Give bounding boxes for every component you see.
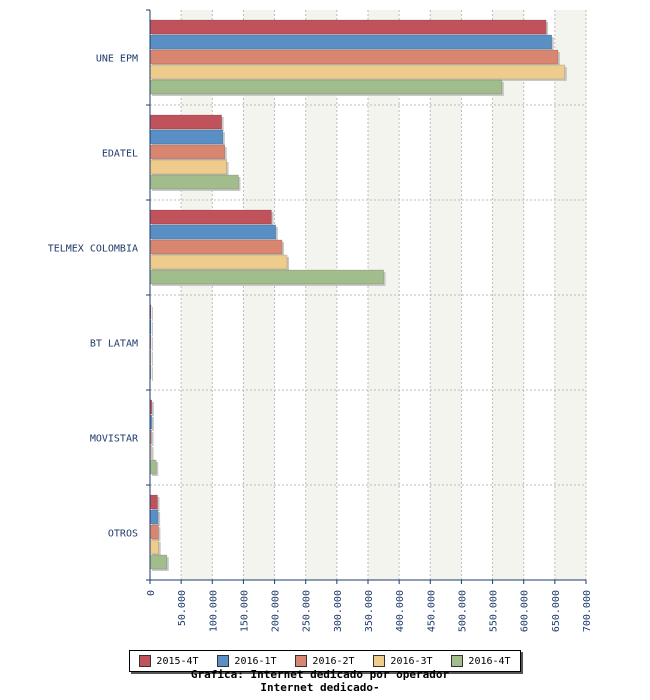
- legend-label: 2016-2T: [312, 655, 355, 667]
- category-labels: UNE EPM EDATEL TELMEX COLOMBIA BT LATAM MOVI…: [48, 54, 139, 540]
- bar-2016-3T-edatel: [149, 159, 227, 175]
- bar-2016-4T-une-epm: [149, 79, 503, 95]
- category-label: EDATEL: [102, 149, 138, 160]
- x-tick-label: 300.000: [333, 590, 344, 632]
- x-tick-label: 550.000: [489, 590, 500, 632]
- bar-shadow: [152, 322, 153, 336]
- category-label: UNE EPM: [96, 54, 138, 65]
- legend: 2015-4T 2016-1T 2016-2T 2016-3T 2016-4T: [129, 650, 521, 672]
- bars: [149, 19, 567, 571]
- bar-2016-1T-une-epm: [149, 34, 552, 50]
- bar-2016-2T-otros: [149, 524, 159, 540]
- category-label: MOVISTAR: [90, 434, 139, 445]
- x-tick-label: 650.000: [551, 590, 562, 632]
- legend-item: 2015-4T: [139, 655, 199, 667]
- category-label: TELMEX COLOMBIA: [48, 244, 138, 255]
- x-tick-label: 100.000: [208, 590, 219, 632]
- x-tick-label: 500.000: [457, 590, 468, 632]
- bar-2016-4T-edatel: [149, 174, 239, 190]
- grid-lines: [150, 10, 587, 580]
- legend-item: 2016-1T: [217, 655, 277, 667]
- bar-2016-1T-otros: [149, 509, 159, 525]
- legend-item: 2016-4T: [451, 655, 511, 667]
- bar-shadow: [152, 402, 154, 416]
- axes: [146, 9, 587, 584]
- x-tick-label: 250.000: [302, 590, 313, 632]
- category-label: OTROS: [108, 529, 138, 540]
- bar-shadow: [152, 367, 153, 381]
- legend-label: 2016-4T: [468, 655, 511, 667]
- bar-2015-4T-une-epm: [149, 19, 547, 35]
- bar-2016-2T-une-epm: [149, 49, 559, 65]
- chart-caption-line-2: Internet dedicado-: [260, 681, 380, 694]
- category-label: BT LATAM: [90, 339, 138, 350]
- bar-2016-2T-edatel: [149, 144, 225, 160]
- bar-2016-3T-telmex-colombia: [149, 254, 288, 270]
- bar-2016-1T-telmex-colombia: [149, 224, 277, 240]
- legend-item: 2016-3T: [373, 655, 433, 667]
- x-tick-label: 50.000: [177, 590, 188, 626]
- x-tick-label: 600.000: [520, 590, 531, 632]
- bar-2016-1T-edatel: [149, 129, 224, 145]
- legend-swatch: [295, 655, 308, 667]
- bar-2016-4T-movistar: [149, 459, 157, 475]
- bar-shadow: [152, 432, 154, 446]
- bar-2015-4T-otros: [149, 494, 158, 510]
- legend-label: 2016-3T: [390, 655, 433, 667]
- bar-2016-4T-otros: [149, 554, 168, 570]
- x-tick-label: 400.000: [395, 590, 406, 632]
- legend-label: 2015-4T: [156, 655, 199, 667]
- bar-chart: UNE EPM EDATEL TELMEX COLOMBIA BT LATAM MOVI…: [48, 9, 593, 632]
- legend-label: 2016-1T: [234, 655, 277, 667]
- bar-2016-4T-telmex-colombia: [149, 269, 384, 285]
- x-tick-label: 350.000: [364, 590, 375, 632]
- legend-swatch: [373, 655, 386, 667]
- x-tick-labels: 0 50.000 100.000 150.000 200.000 250.000 300.0…: [146, 590, 593, 632]
- x-tick-label: 450.000: [426, 590, 437, 632]
- x-tick-label: 150.000: [239, 590, 250, 632]
- x-tick-label: 0: [146, 590, 157, 596]
- bar-shadow: [152, 352, 153, 366]
- bar-shadow: [152, 417, 154, 431]
- chart-caption-line-1: Grafica: Internet dedicado por operador: [190, 668, 450, 681]
- bar-2015-4T-telmex-colombia: [149, 209, 272, 225]
- x-tick-label: 700.000: [582, 590, 593, 632]
- bar-shadow: [152, 307, 153, 321]
- bar-2015-4T-edatel: [149, 114, 222, 130]
- bar-shadow: [152, 337, 153, 351]
- bar-2016-2T-telmex-colombia: [149, 239, 283, 255]
- legend-swatch: [451, 655, 464, 667]
- bar-2016-3T-otros: [149, 539, 159, 555]
- x-tick-label: 200.000: [271, 590, 282, 632]
- legend-item: 2016-2T: [295, 655, 355, 667]
- bar-2016-3T-une-epm: [149, 64, 566, 80]
- legend-swatch: [217, 655, 230, 667]
- legend-swatch: [139, 655, 152, 667]
- bar-shadow: [152, 447, 154, 461]
